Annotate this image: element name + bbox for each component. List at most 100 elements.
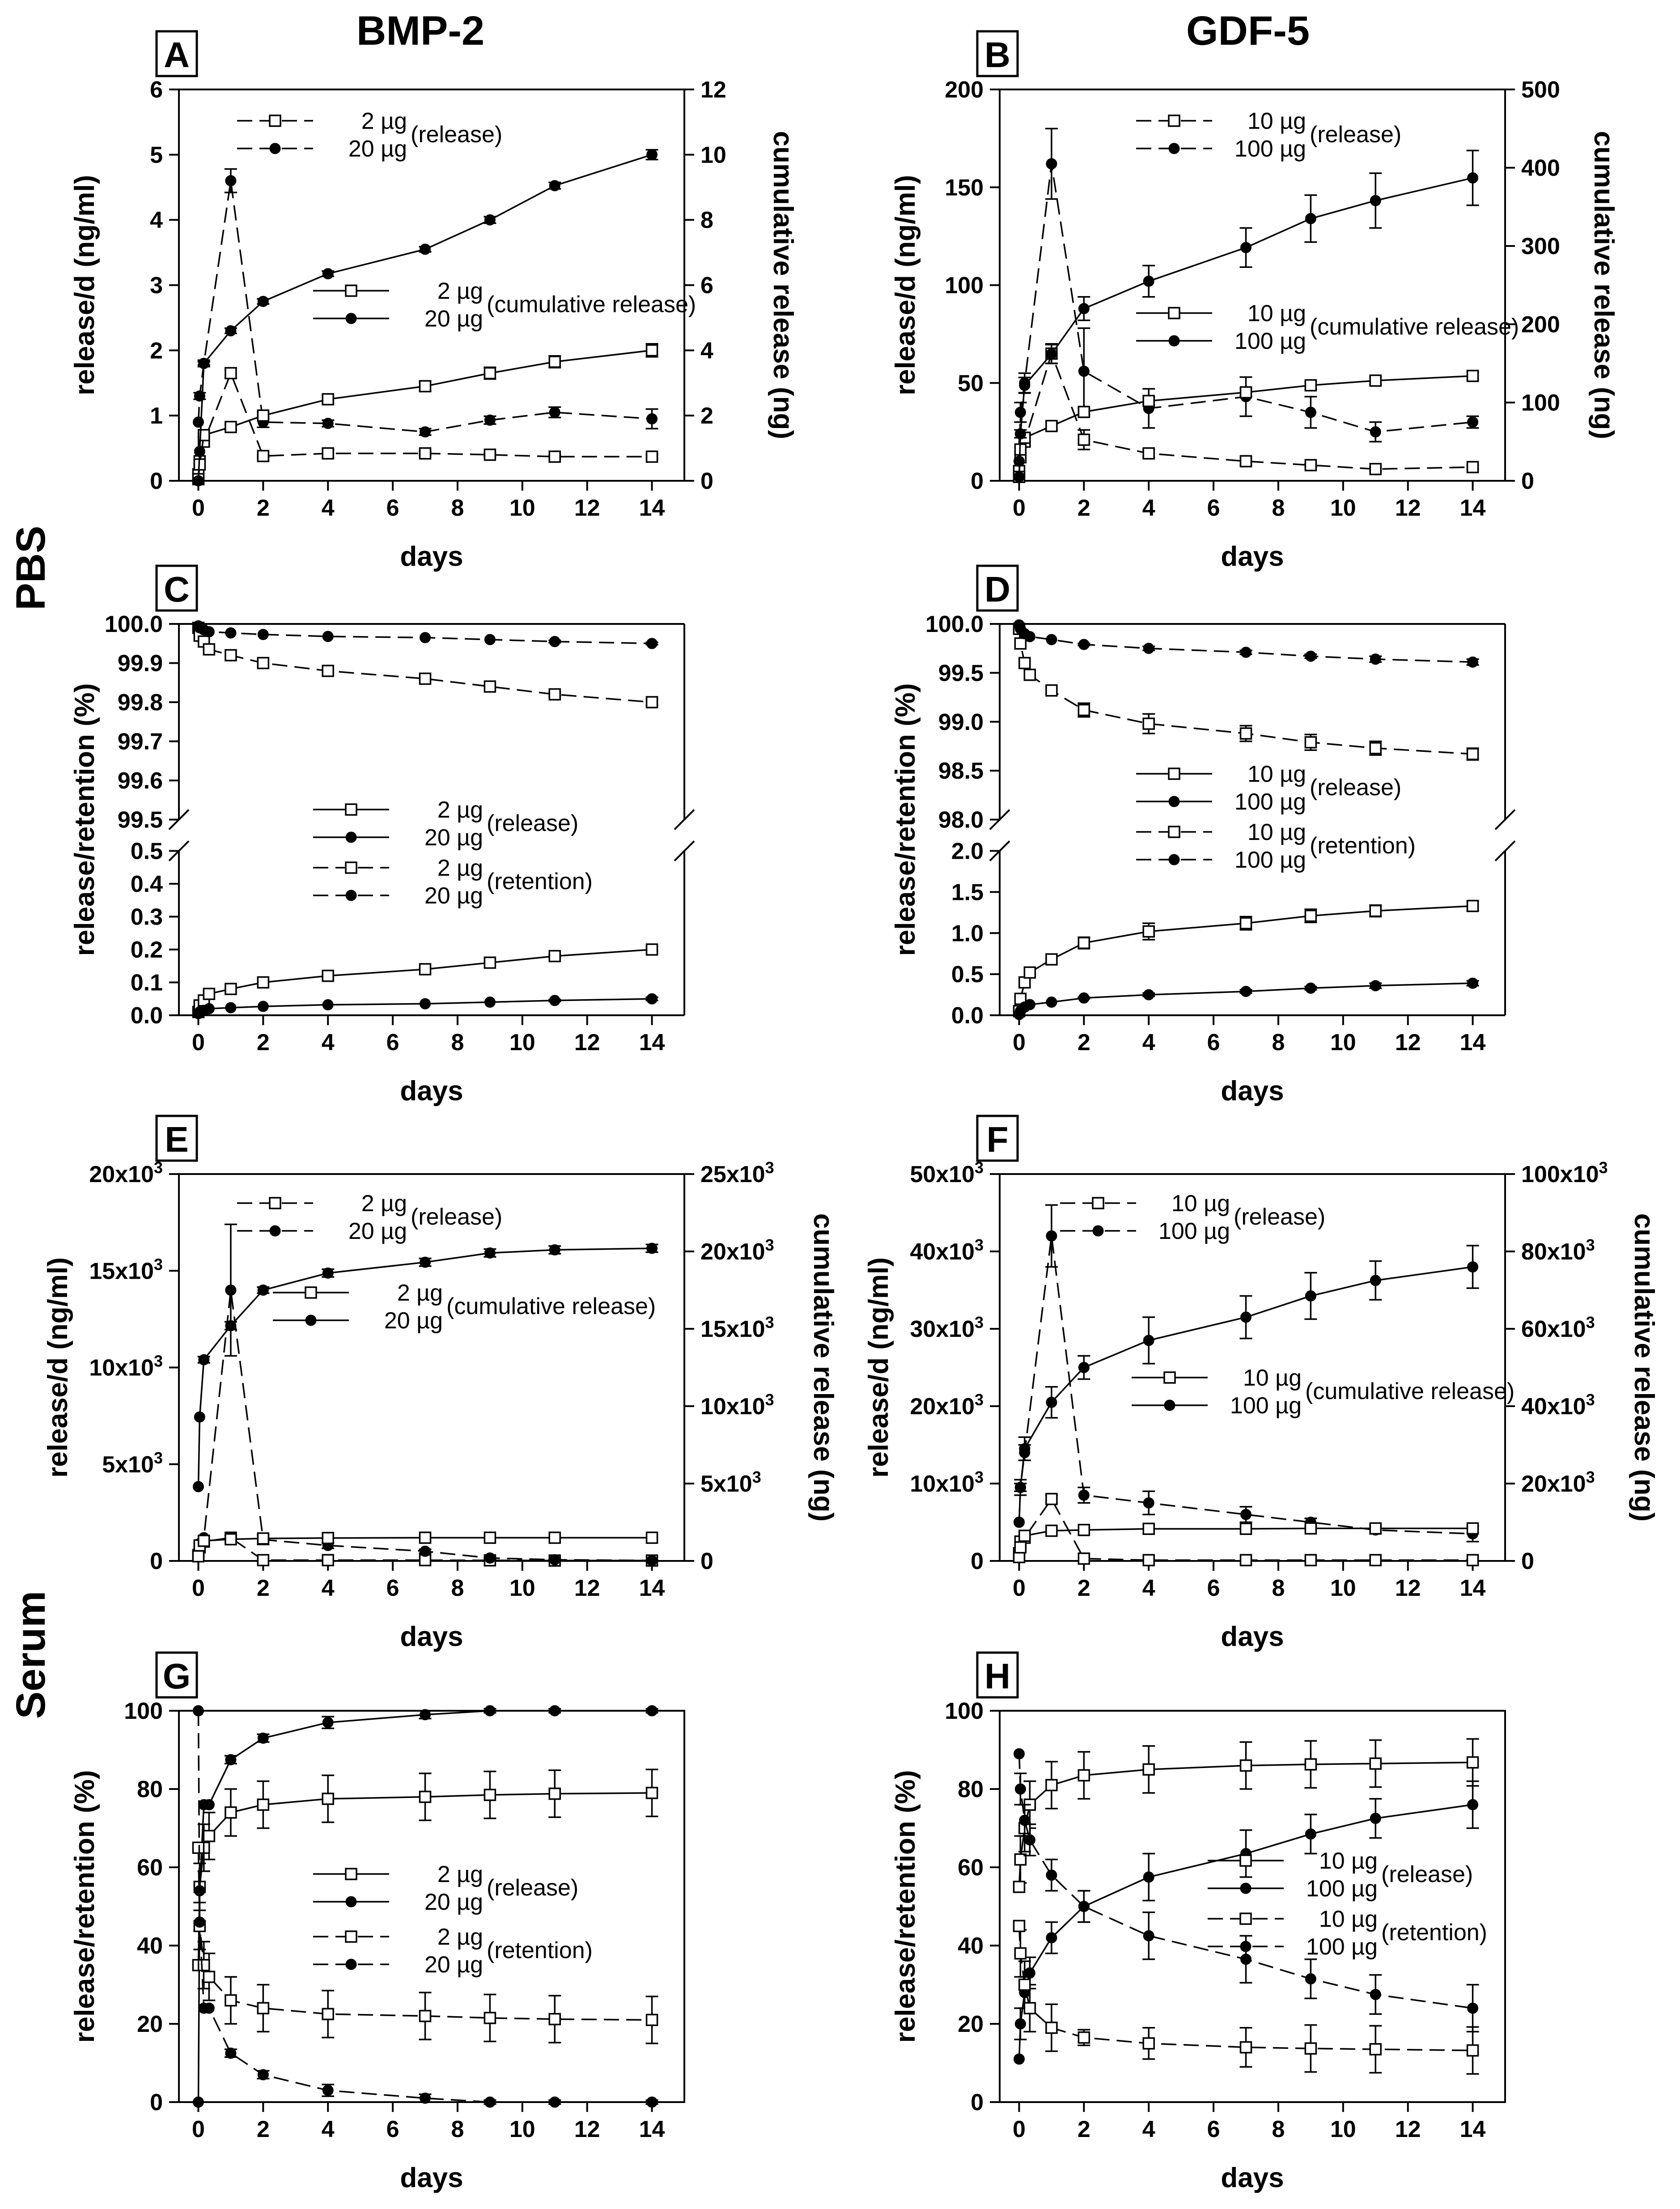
data-point bbox=[1467, 1261, 1479, 1273]
data-point bbox=[646, 1555, 658, 1566]
data-point bbox=[419, 1531, 432, 1544]
data-point bbox=[1045, 953, 1058, 966]
data-point bbox=[1239, 1522, 1252, 1535]
panel-c: 0 2 4 6 8 10 12 14 days 99.5 99.6 99.7 99.8 99.9 100.0… bbox=[69, 564, 695, 1107]
data-point bbox=[645, 1531, 658, 1544]
data-point bbox=[1240, 1954, 1252, 1965]
x-tick-label: 2 bbox=[257, 2116, 270, 2142]
data-point bbox=[419, 2010, 432, 2022]
panel-letter-box bbox=[155, 1115, 198, 1162]
data-point bbox=[645, 450, 658, 463]
data-point bbox=[1240, 242, 1252, 253]
legend-marker bbox=[1163, 1371, 1176, 1384]
y2-tick-label: 12 bbox=[700, 77, 726, 103]
y2-tick-label: 10 bbox=[700, 142, 726, 168]
legend-marker bbox=[1168, 307, 1180, 319]
y-tick-label: 60 bbox=[137, 1855, 163, 1881]
data-point bbox=[549, 2096, 560, 2108]
x-tick-label: 12 bbox=[574, 1575, 600, 1601]
x-tick-label: 10 bbox=[509, 1575, 535, 1601]
x-tick-label: 14 bbox=[639, 1575, 665, 1601]
legend-marker bbox=[1168, 796, 1180, 807]
legend-suffix: (release) bbox=[487, 810, 578, 836]
legend-suffix: (release) bbox=[487, 1875, 578, 1901]
y-tick-label: 5 bbox=[150, 142, 163, 168]
data-point bbox=[225, 1533, 237, 1546]
y-tick-label: 3 bbox=[150, 273, 163, 299]
data-point bbox=[225, 1754, 237, 1765]
x-tick-label: 4 bbox=[1142, 1030, 1155, 1056]
x-tick-label: 8 bbox=[451, 2116, 464, 2142]
panel-e: 0 2 4 6 8 10 12 14 days 0 5x103 10x103 15x103 20x103 r… bbox=[42, 1115, 839, 1652]
x-tick-label: 14 bbox=[1460, 495, 1486, 521]
x-axis-label: days bbox=[1221, 541, 1284, 572]
y2-tick-label: 15x103 bbox=[700, 1313, 774, 1342]
data-point bbox=[1369, 1757, 1382, 1770]
x-tick-label: 8 bbox=[451, 495, 464, 521]
y2-tick-label: 0 bbox=[700, 468, 713, 494]
data-point bbox=[484, 956, 496, 969]
data-point bbox=[225, 1994, 237, 2007]
y-tick-label: 2.0 bbox=[951, 839, 984, 865]
panel-letter-g: G bbox=[155, 1651, 198, 1699]
y2-tick-label: 2 bbox=[700, 403, 713, 429]
data-point bbox=[203, 1971, 216, 1983]
x-axis-label: days bbox=[400, 2162, 463, 2193]
data-point bbox=[192, 1841, 205, 1854]
legend-label: 20 µg bbox=[424, 1889, 483, 1915]
series-3 bbox=[192, 622, 658, 708]
y2-axis-label: cumulative release (ng) bbox=[1588, 131, 1619, 439]
data-point bbox=[257, 449, 270, 462]
legend-suffix: (cumulative release) bbox=[487, 292, 696, 318]
legend-label: 2 µg bbox=[437, 278, 483, 304]
x-tick-label: 10 bbox=[1330, 1030, 1356, 1056]
data-point bbox=[203, 1003, 215, 1014]
data-point bbox=[1467, 977, 1479, 989]
data-point bbox=[203, 988, 216, 1000]
y-tick-label: 99.5 bbox=[118, 807, 163, 833]
data-point bbox=[646, 638, 658, 649]
data-point bbox=[549, 180, 560, 191]
data-point bbox=[1466, 899, 1479, 912]
y-tick-label: 40 bbox=[958, 1933, 984, 1959]
x-tick-label: 2 bbox=[1078, 1030, 1090, 1056]
data-point bbox=[1304, 1554, 1317, 1567]
panel-letter-b: B bbox=[976, 30, 1019, 77]
panel-g: 0 2 4 6 8 10 12 14 days 0 20 40 60 80 100 release/reten… bbox=[69, 1651, 685, 2193]
y-tick-label: 30x103 bbox=[910, 1313, 984, 1342]
data-point bbox=[225, 325, 237, 337]
legend-marker bbox=[1240, 1883, 1252, 1894]
y-tick-label: 20 bbox=[137, 2011, 163, 2037]
panel-h: 0 2 4 6 8 10 12 14 days 0 20 40 60 80 100 release/reten… bbox=[890, 1651, 1506, 2193]
data-point bbox=[1014, 1947, 1027, 1960]
data-point bbox=[484, 1531, 496, 1544]
data-point bbox=[484, 2012, 496, 2024]
series-4 bbox=[192, 149, 658, 487]
x-tick-label: 4 bbox=[322, 1030, 335, 1056]
x-tick-label: 6 bbox=[1207, 1575, 1220, 1601]
y-tick-label: 100 bbox=[945, 1698, 984, 1724]
y2-tick-label: 200 bbox=[1521, 312, 1560, 338]
data-point bbox=[1467, 2002, 1479, 2014]
x-tick-label: 10 bbox=[509, 495, 535, 521]
data-point bbox=[1019, 380, 1031, 391]
y2-axis-label: cumulative release (ng) bbox=[768, 131, 798, 439]
data-point bbox=[1013, 1920, 1026, 1932]
data-point bbox=[484, 448, 496, 461]
x-tick-label: 4 bbox=[322, 1575, 335, 1601]
y-tick-label: 40 bbox=[137, 1933, 163, 1959]
data-point bbox=[1045, 1779, 1058, 1791]
x-tick-label: 6 bbox=[1207, 495, 1220, 521]
y2-tick-label: 500 bbox=[1521, 77, 1560, 103]
panel-letter-box bbox=[976, 1115, 1019, 1162]
data-point bbox=[1019, 1443, 1031, 1454]
data-point bbox=[1142, 1763, 1155, 1776]
legend-marker bbox=[1168, 143, 1180, 154]
data-point bbox=[1078, 992, 1090, 1004]
data-point bbox=[1024, 631, 1035, 642]
